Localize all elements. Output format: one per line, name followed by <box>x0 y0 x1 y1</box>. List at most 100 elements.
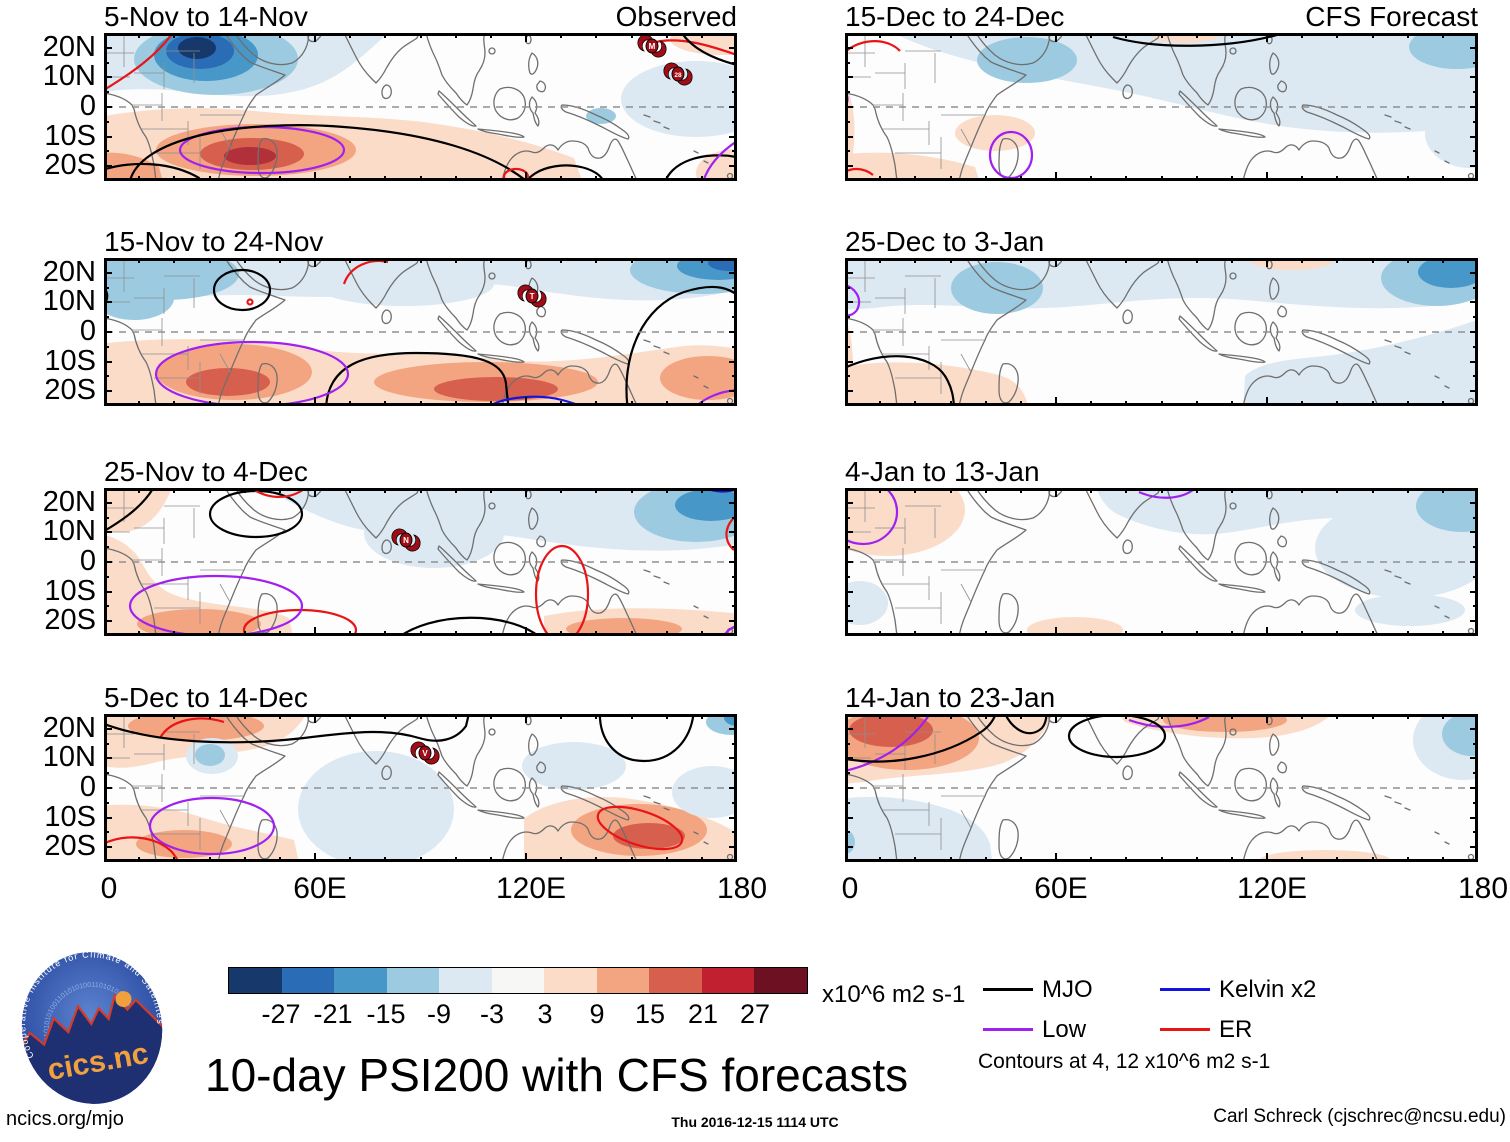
legend-label-mjo: MJO <box>1042 976 1093 1003</box>
timestamp: Thu 2016-12-15 1114 UTC <box>671 1114 839 1130</box>
panel-obs-2: 15-Nov to 24-Nov T <box>104 227 737 406</box>
map-panel <box>845 488 1478 636</box>
storm-label: T <box>530 292 535 301</box>
y-tick-label: 10S <box>44 345 96 377</box>
panel-obs-4: 5-Dec to 14-Dec V <box>104 683 737 862</box>
colorbar-segment <box>596 968 650 993</box>
colorbar-tick-label: 9 <box>589 999 605 1029</box>
x-tick-label: 0 <box>841 872 859 905</box>
legend-label-er: ER <box>1219 1016 1253 1043</box>
panel-fcst-2: 25-Dec to 3-Jan <box>845 227 1478 406</box>
colorbar-segment <box>491 968 545 993</box>
y-tick-label: 0 <box>79 771 96 803</box>
legend-line-kelvin <box>1160 988 1210 991</box>
panel-title-row: 5-Dec to 14-Dec <box>104 683 737 714</box>
column-label-observed: Observed <box>615 1 737 32</box>
logo-ridge-line <box>16 993 174 1054</box>
panel-title-row: 4-Jan to 13-Jan <box>845 457 1478 488</box>
contour-note: Contours at 4, 12 x10^6 m2 s-1 <box>978 1050 1271 1073</box>
map-panel <box>845 714 1478 862</box>
colorbar-segment <box>649 968 702 993</box>
panel-fcst-4: 14-Jan to 23-Jan <box>845 683 1478 862</box>
panel-title: 4-Jan to 13-Jan <box>845 456 1040 487</box>
colorbar-tick-label: -15 <box>366 999 406 1029</box>
colorbar <box>228 967 808 994</box>
colorbar-tick-label: 21 <box>687 999 719 1029</box>
legend-label-kelvin: Kelvin x2 <box>1219 976 1317 1003</box>
site-link[interactable]: ncics.org/mjo <box>6 1108 124 1130</box>
colorbar-segment <box>334 968 387 993</box>
x-tick-label: 180 <box>716 872 768 905</box>
storm-icon: M <box>637 34 667 58</box>
panel-title-row: 15-Nov to 24-Nov <box>104 227 737 258</box>
y-tick-label: 20N <box>42 486 96 518</box>
legend-line-mjo <box>983 988 1033 991</box>
legend-label-low: Low <box>1042 1016 1087 1043</box>
x-tick-label: 120E <box>1236 872 1308 905</box>
colorbar-tick-label: -21 <box>313 999 353 1029</box>
colorbar-segment <box>229 968 282 993</box>
colorbar-segment <box>544 968 597 993</box>
map-panel: T <box>104 258 737 406</box>
storm-label: M <box>649 42 656 51</box>
panel-obs-3: 25-Nov to 4-Dec N <box>104 457 737 636</box>
panel-title-row: 5-Nov to 14-Nov Observed <box>104 2 737 33</box>
y-tick-label: 10N <box>42 515 96 547</box>
colorbar-segment <box>701 968 755 993</box>
y-tick-label: 0 <box>79 545 96 577</box>
panel-title: 25-Nov to 4-Dec <box>104 456 308 487</box>
map-panel <box>845 33 1478 181</box>
colorbar-tick-label: 27 <box>739 999 771 1029</box>
x-tick-label: 120E <box>495 872 567 905</box>
colorbar-tick-label: -27 <box>261 999 301 1029</box>
y-tick-label: 10N <box>42 741 96 773</box>
panel-title-row: 25-Dec to 3-Jan <box>845 227 1478 258</box>
colorbar-tick-label: 15 <box>634 999 666 1029</box>
y-tick-label: 10S <box>44 120 96 152</box>
y-tick-label: 20N <box>42 31 96 63</box>
legend-line-low <box>983 1028 1033 1031</box>
y-tick-label: 10S <box>44 575 96 607</box>
y-tick-label: 10N <box>42 285 96 317</box>
colorbar-segment <box>439 968 492 993</box>
credit: Carl Schreck (cjschrec@ncsu.edu) <box>1213 1106 1506 1127</box>
storm-icon: V <box>410 741 440 765</box>
colorbar-segment <box>754 968 808 993</box>
map-panel <box>845 258 1478 406</box>
panel-fcst-3: 4-Jan to 13-Jan <box>845 457 1478 636</box>
panel-title: 5-Nov to 14-Nov <box>104 1 308 32</box>
map-panel: V <box>104 714 737 862</box>
colorbar-tick-label: 3 <box>537 999 553 1029</box>
map-panel: N <box>104 488 737 636</box>
y-tick-label: 20S <box>44 149 96 181</box>
column-label-forecast: CFS Forecast <box>1305 1 1478 32</box>
storm-label: V <box>422 749 428 758</box>
x-tick-label: 0 <box>100 872 118 905</box>
y-tick-label: 20N <box>42 712 96 744</box>
colorbar-tick-label: -9 <box>426 999 451 1029</box>
panel-title-row: 14-Jan to 23-Jan <box>845 683 1478 714</box>
logo-sun-icon <box>115 991 132 1008</box>
panel-obs-1: 5-Nov to 14-Nov Observed <box>104 2 737 181</box>
y-tick-label: 20S <box>44 374 96 406</box>
panel-title: 5-Dec to 14-Dec <box>104 682 308 713</box>
map-panel: M 28 <box>104 33 737 181</box>
y-tick-label: 0 <box>79 315 96 347</box>
x-tick-label: 180 <box>1457 872 1509 905</box>
panel-title: 25-Dec to 3-Jan <box>845 226 1045 257</box>
figure-title: 10-day PSI200 with CFS forecasts <box>205 1049 909 1101</box>
legend-line-er <box>1160 1028 1210 1031</box>
storm-icon: N <box>391 528 421 552</box>
colorbar-segment <box>281 968 335 993</box>
storm-label: N <box>403 536 409 545</box>
panel-fcst-1: 15-Dec to 24-Dec CFS Forecast <box>845 2 1478 181</box>
panel-title: 15-Dec to 24-Dec <box>845 1 1065 32</box>
storm-icon: T <box>517 284 547 308</box>
colorbar-tick-label: -3 <box>479 999 504 1029</box>
x-tick-label: 60E <box>293 872 347 905</box>
y-tick-label: 10S <box>44 801 96 833</box>
panel-title-row: 15-Dec to 24-Dec CFS Forecast <box>845 2 1478 33</box>
cicsnc-logo: 10011010101001101010100110101010011010 C… <box>8 948 175 1108</box>
panel-title: 15-Nov to 24-Nov <box>104 226 324 257</box>
